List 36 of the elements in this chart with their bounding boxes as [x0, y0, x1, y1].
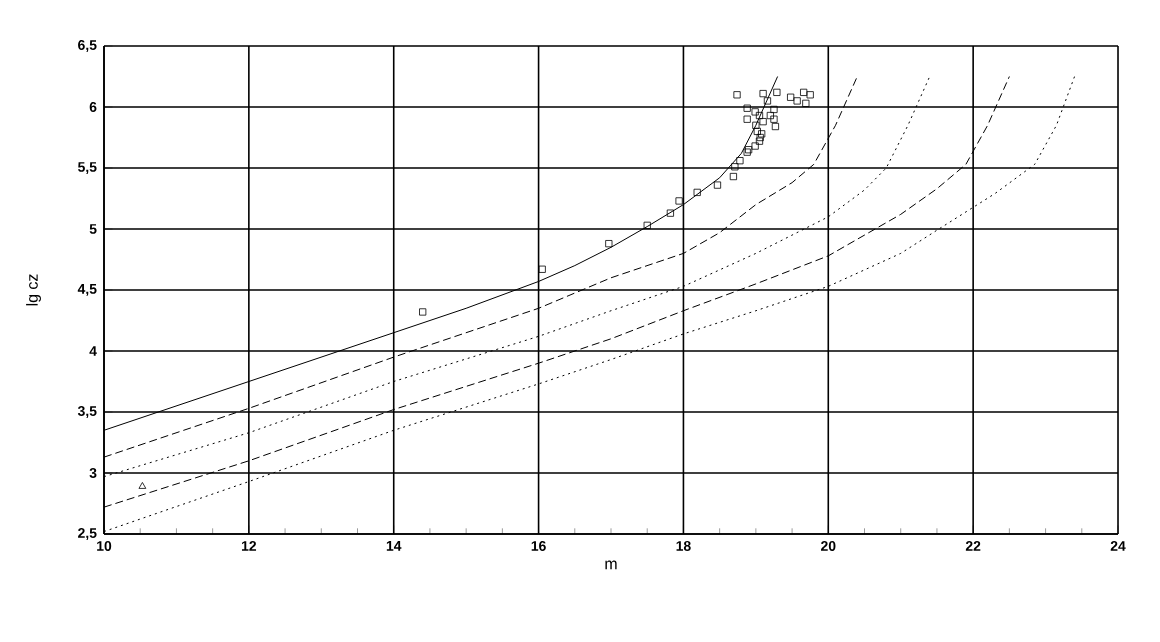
point [766, 111, 774, 120]
point [755, 111, 764, 120]
point [755, 137, 764, 145]
point [751, 142, 759, 150]
point [752, 121, 760, 129]
point [770, 115, 778, 123]
point [643, 221, 651, 229]
point [729, 172, 737, 181]
point [759, 89, 767, 98]
point [743, 115, 751, 123]
point [753, 127, 761, 135]
point [771, 122, 780, 131]
point [666, 209, 674, 217]
point [743, 104, 751, 112]
point [713, 181, 722, 189]
point [538, 265, 546, 273]
point [800, 88, 808, 96]
point [138, 482, 147, 489]
point [751, 108, 759, 116]
point [759, 118, 767, 126]
point [419, 308, 427, 316]
point [731, 163, 739, 171]
point [802, 99, 810, 107]
point [756, 133, 764, 142]
point [758, 130, 766, 138]
point [693, 188, 701, 196]
point [733, 91, 741, 99]
point [763, 97, 772, 105]
point [787, 93, 795, 101]
point [793, 97, 801, 105]
point [770, 105, 778, 114]
point [605, 240, 613, 248]
point [806, 91, 814, 99]
point [736, 157, 744, 165]
point [675, 197, 683, 205]
point [773, 88, 781, 96]
